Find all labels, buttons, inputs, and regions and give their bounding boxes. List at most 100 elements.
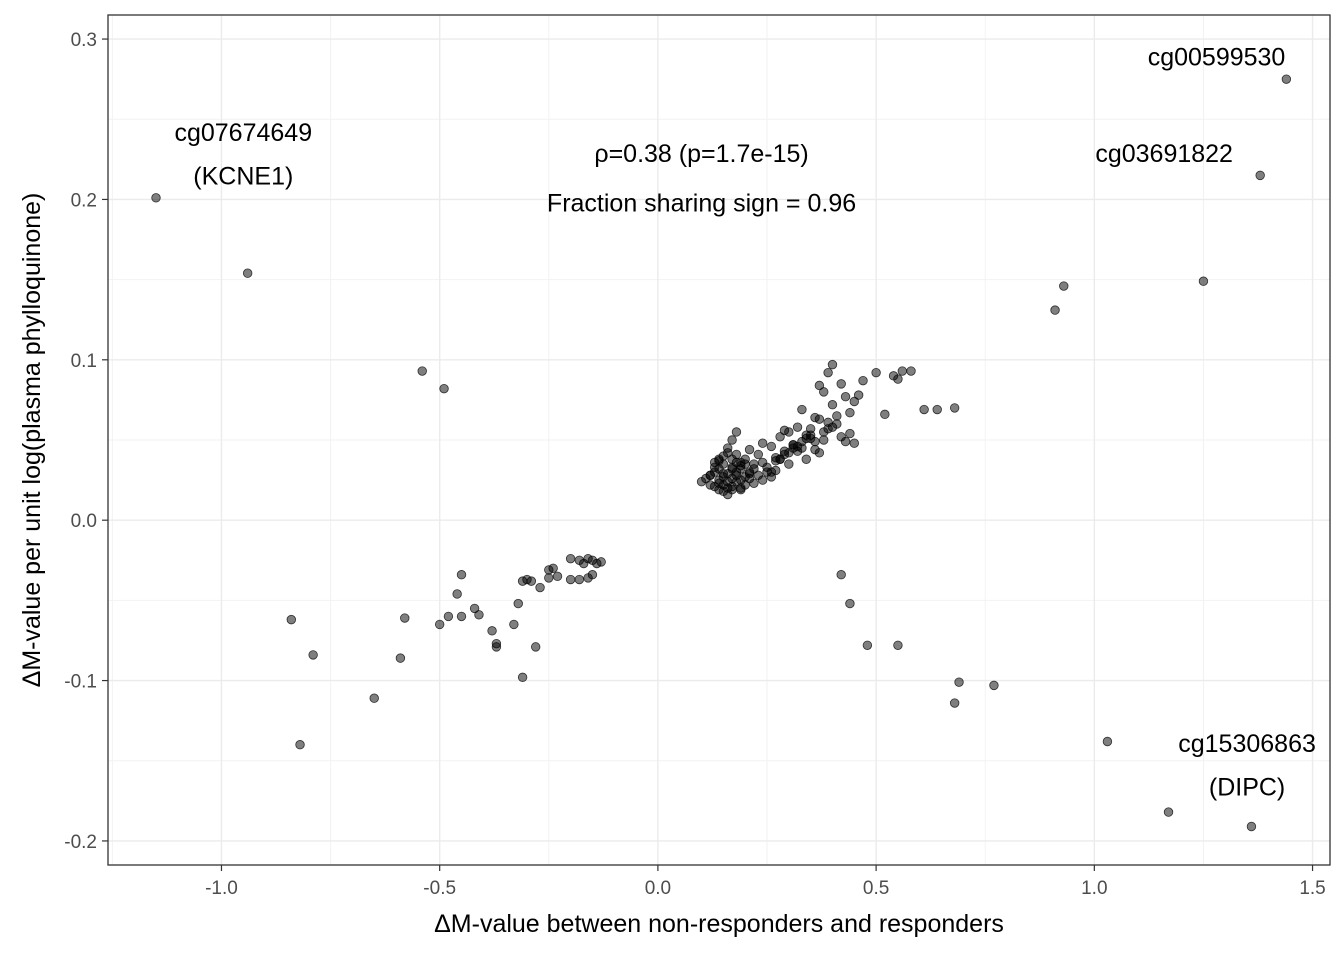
minor-grid (108, 15, 1330, 865)
data-point (949, 698, 960, 708)
data-point (723, 443, 733, 453)
data-point (1050, 305, 1060, 315)
data-point (1102, 736, 1113, 747)
annotation-text: cg00599530 (1148, 44, 1286, 72)
data-point (858, 375, 868, 386)
data-point (849, 438, 859, 448)
annotation-text: cg15306863 (1178, 730, 1316, 758)
data-point (832, 419, 842, 429)
annotation-text: (DIPC) (1209, 773, 1285, 801)
data-point (548, 563, 558, 574)
x-tick-label: -1.0 (205, 878, 238, 899)
data-point (919, 404, 929, 415)
data-point (906, 366, 916, 376)
y-tick-label: 0.2 (71, 190, 97, 211)
data-point (819, 435, 829, 445)
data-point (487, 626, 497, 636)
x-tick-label: -0.5 (423, 878, 456, 899)
annotation-text: Fraction sharing sign = 0.96 (547, 190, 856, 218)
data-point (871, 367, 881, 378)
data-point (714, 478, 724, 489)
data-point (766, 472, 777, 482)
data-point (932, 404, 942, 415)
data-point (452, 589, 462, 599)
data-point (832, 411, 842, 421)
data-point (731, 427, 742, 437)
data-point (792, 422, 803, 432)
data-point (775, 454, 785, 464)
data-point (1198, 276, 1209, 286)
data-point (434, 619, 445, 630)
y-tick-labels: -0.2 -0.1 0.0 0.1 0.2 0.3 (64, 30, 97, 853)
y-tick-label: 0.3 (71, 30, 97, 51)
data-point (731, 449, 742, 460)
data-point (513, 598, 523, 609)
annotations: ρ=0.38 (p=1.7e-15) Fraction sharing sign … (174, 44, 1315, 802)
x-axis-title: ΔM-value between non-responders and resp… (434, 910, 1004, 938)
data-point (456, 570, 467, 580)
data-point (727, 464, 737, 474)
data-point (836, 570, 846, 580)
annotation-text: ρ=0.38 (p=1.7e-15) (594, 140, 808, 168)
data-point (469, 603, 480, 614)
data-point (779, 425, 790, 436)
data-point (491, 642, 502, 652)
axis-ticks (102, 38, 1314, 871)
data-point (509, 619, 519, 630)
data-points (151, 74, 1292, 832)
data-point (308, 650, 318, 660)
y-tick-label: -0.1 (64, 672, 97, 693)
data-point (295, 740, 305, 750)
data-point (736, 485, 746, 495)
data-point (788, 440, 798, 450)
data-point (893, 640, 903, 650)
data-point (1281, 74, 1292, 84)
data-point (823, 424, 833, 434)
data-point (439, 383, 449, 394)
data-point (744, 468, 755, 479)
data-point (517, 672, 528, 683)
y-tick-label: 0.1 (71, 351, 97, 372)
data-point (810, 444, 820, 455)
annotation-text: cg07674649 (174, 119, 312, 147)
y-tick-label: -0.2 (64, 832, 97, 853)
data-point (989, 680, 999, 691)
data-point (814, 380, 825, 391)
data-point (565, 553, 576, 564)
data-point (596, 557, 606, 567)
data-point (805, 433, 816, 444)
x-tick-labels: -1.0 -0.5 0.0 0.5 1.0 1.5 (205, 878, 1326, 899)
data-point (792, 446, 803, 456)
data-point (853, 390, 864, 400)
data-point (583, 573, 593, 583)
data-point (709, 462, 720, 472)
data-point (714, 456, 724, 466)
data-point (757, 457, 768, 468)
annotation-text: (KCNE1) (193, 162, 293, 190)
data-point (845, 408, 855, 418)
data-point (736, 457, 746, 468)
data-point (840, 436, 851, 447)
data-point (535, 582, 545, 593)
data-point (369, 693, 379, 703)
data-point (443, 611, 454, 622)
data-point (784, 448, 794, 458)
data-point (845, 428, 855, 439)
data-point (827, 400, 838, 410)
data-point (845, 598, 855, 609)
data-point (242, 268, 253, 278)
data-point (836, 379, 846, 389)
data-point (727, 485, 737, 495)
data-point (395, 653, 406, 663)
data-point (771, 465, 781, 476)
data-point (1059, 281, 1069, 291)
data-point (775, 432, 785, 442)
x-tick-label: 1.5 (1299, 878, 1325, 899)
data-point (819, 387, 829, 397)
data-point (705, 470, 715, 480)
data-point (565, 574, 576, 585)
data-point (456, 611, 467, 622)
data-point (400, 613, 410, 623)
data-point (827, 359, 838, 370)
data-point (151, 193, 161, 203)
